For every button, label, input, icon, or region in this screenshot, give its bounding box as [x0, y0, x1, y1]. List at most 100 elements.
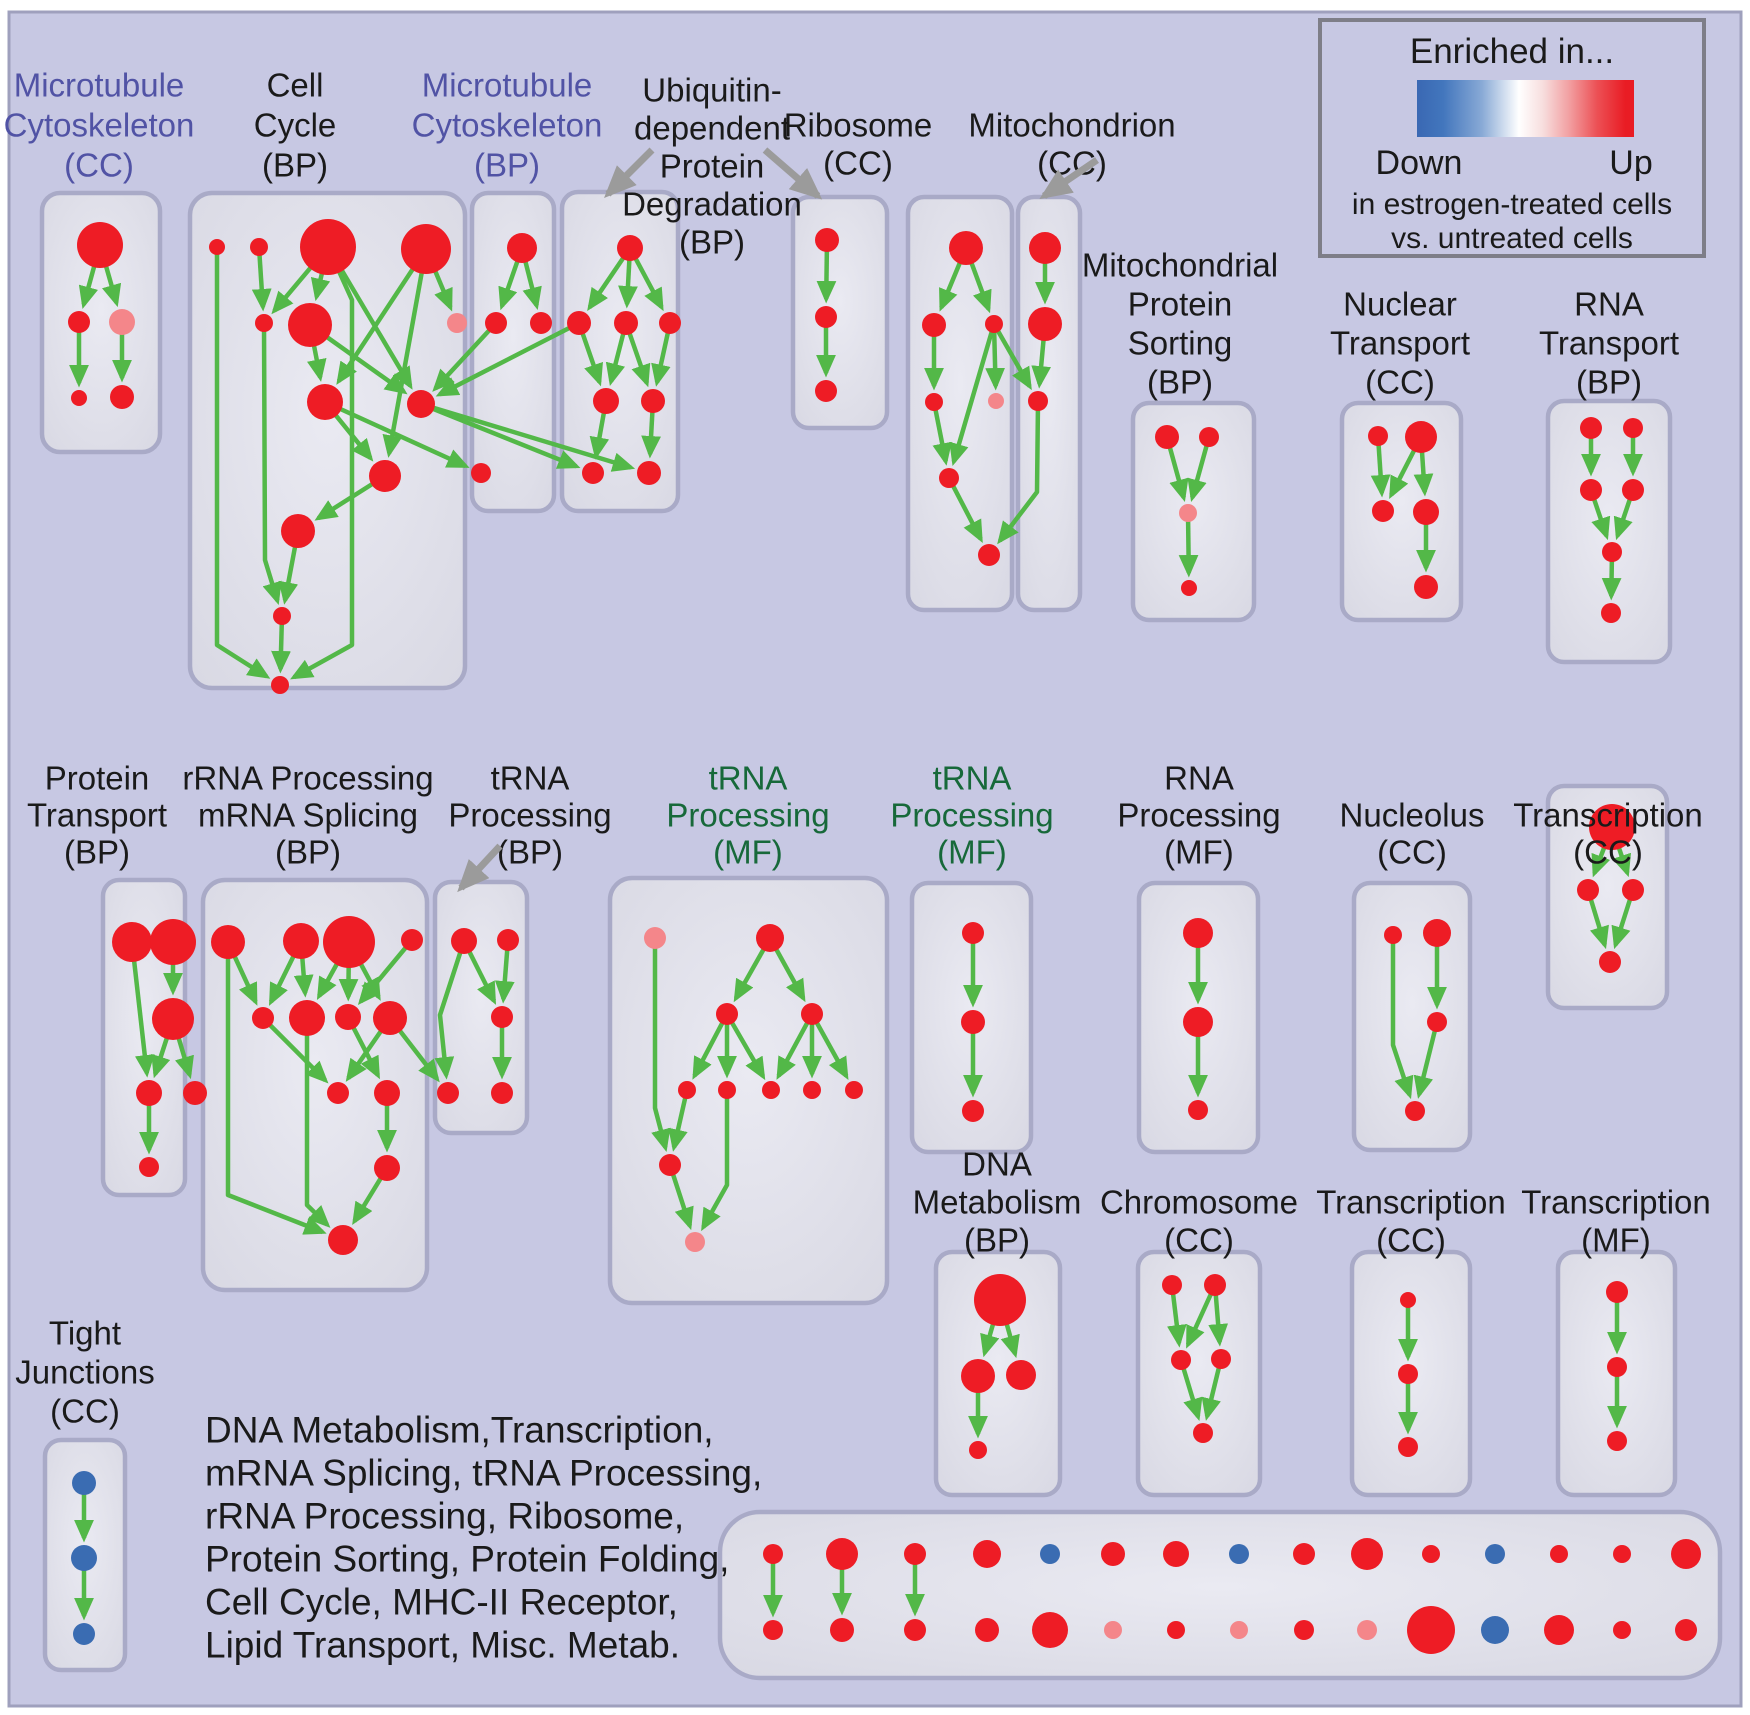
go-term-node — [1601, 603, 1621, 623]
cluster-box-dna-metabolism — [933, 1249, 1063, 1498]
go-term-node — [136, 1080, 162, 1106]
go-term-node — [211, 925, 245, 959]
go-term-node — [1580, 417, 1602, 439]
cluster-label-trna-bp: Processing — [448, 797, 611, 834]
edge-arrow — [434, 940, 467, 1080]
go-term-node — [1398, 1437, 1418, 1457]
edge-arrow — [251, 246, 272, 312]
go-term-node — [1162, 1275, 1182, 1295]
cluster-label-trna-mf-1: tRNA — [709, 760, 788, 797]
go-term-node — [209, 239, 225, 255]
cluster-label-rna-processing: RNA — [1164, 760, 1234, 797]
go-term-node — [582, 462, 604, 484]
cluster-label-rrna-mrna: (BP) — [275, 834, 341, 871]
go-term-node — [1607, 1357, 1627, 1377]
cluster-label-nuclear-transport: Transport — [1330, 325, 1470, 362]
go-term-node — [949, 231, 983, 265]
go-term-node — [756, 924, 784, 952]
go-term-node — [300, 219, 356, 275]
edge-arrow — [324, 399, 470, 469]
go-term-node — [491, 1082, 513, 1104]
go-term-node — [1204, 1274, 1226, 1296]
go-term-node — [678, 1081, 696, 1099]
legend-down-label: Down — [1375, 144, 1463, 182]
edge-arrow — [290, 246, 355, 680]
go-term-node — [1607, 1431, 1627, 1451]
go-term-node — [637, 461, 661, 485]
go-term-node — [1179, 504, 1197, 522]
go-term-node — [447, 313, 467, 333]
go-term-node — [1040, 1544, 1060, 1564]
go-term-node — [815, 380, 837, 402]
go-term-node — [1293, 1543, 1315, 1565]
go-term-node — [716, 1003, 738, 1025]
cluster-label-rna-processing: (MF) — [1164, 834, 1234, 871]
go-term-node — [969, 1441, 987, 1459]
go-term-node — [763, 1544, 783, 1564]
cluster-label-transcription-mf: Transcription — [1521, 1184, 1711, 1221]
legend-gradient-bar — [1417, 80, 1634, 137]
go-term-node — [826, 1538, 858, 1570]
cluster-label-nucleolus: Nucleolus — [1340, 797, 1485, 834]
go-term-node — [77, 222, 123, 268]
go-term-node — [962, 922, 984, 944]
cluster-label-nuclear-transport: (CC) — [1365, 364, 1435, 401]
go-term-node — [659, 1154, 681, 1176]
cluster-label-trna-bp: tRNA — [491, 760, 570, 797]
go-term-node — [1028, 307, 1062, 341]
legend-subtitle-line1: in estrogen-treated cells — [1351, 188, 1673, 221]
cluster-label-trna-mf-2: (MF) — [937, 834, 1007, 871]
go-term-node — [401, 929, 423, 951]
legend-box: Enriched in... Down Up in estrogen-treat… — [1318, 18, 1706, 258]
go-term-node — [1398, 1364, 1418, 1384]
go-term-node — [1485, 1544, 1505, 1564]
cluster-label-mt-bp: Microtubule — [422, 67, 593, 104]
go-term-node — [283, 923, 319, 959]
cluster-label-cell-cycle: Cell — [267, 67, 324, 104]
go-term-node — [685, 1232, 705, 1252]
go-term-node — [271, 676, 289, 694]
go-term-node — [1423, 919, 1451, 947]
go-term-node — [1357, 1620, 1377, 1640]
label-pointer-arrow — [604, 147, 655, 198]
legend-subtitle-line2: vs. untreated cells — [1391, 222, 1633, 255]
go-term-node — [763, 1620, 783, 1640]
go-term-node — [1400, 1292, 1416, 1308]
go-term-node — [973, 1540, 1001, 1568]
go-term-node — [369, 460, 401, 492]
cluster-label-mt-cc: Cytoskeleton — [4, 107, 195, 144]
edge-arrow — [776, 1012, 814, 1080]
cluster-label-mt-bp: (BP) — [474, 147, 540, 184]
edge-arrow — [1187, 436, 1212, 502]
go-term-node — [1155, 425, 1179, 449]
go-term-node — [1230, 1621, 1248, 1639]
edge-arrow — [668, 1089, 690, 1152]
cluster-label-transcription-mf: (MF) — [1581, 1222, 1651, 1259]
cluster-label-tight-junctions: (CC) — [50, 1393, 120, 1430]
go-term-node — [975, 1618, 999, 1642]
go-term-node — [985, 315, 1003, 333]
cluster-label-mito-sorting: Protein — [1128, 286, 1233, 323]
cluster-label-tight-junctions: Tight — [49, 1315, 121, 1352]
go-term-node — [1104, 1621, 1122, 1639]
go-term-node — [1580, 479, 1602, 501]
go-term-node — [1294, 1620, 1314, 1640]
go-term-node — [1427, 1012, 1447, 1032]
cluster-box-chromosome — [1135, 1249, 1263, 1498]
go-term-node — [491, 1006, 513, 1028]
edge-arrow — [1178, 512, 1199, 578]
edge-arrow — [810, 1012, 849, 1080]
cluster-label-ubiq-deg: Degradation — [622, 186, 802, 223]
go-term-node — [110, 385, 134, 409]
go-term-node — [327, 1082, 349, 1104]
go-term-node — [1183, 918, 1213, 948]
edge-arrow — [725, 1012, 766, 1081]
go-term-node — [68, 311, 90, 333]
cluster-label-ubiq-deg: dependent — [634, 110, 790, 147]
go-term-node — [1422, 1545, 1440, 1563]
go-term-node — [1622, 879, 1644, 901]
cluster-label-rrna-mrna: mRNA Splicing — [198, 797, 418, 834]
go-term-node — [307, 384, 343, 420]
cluster-label-rna-transport: RNA — [1574, 286, 1644, 323]
go-term-node — [1032, 1612, 1068, 1648]
